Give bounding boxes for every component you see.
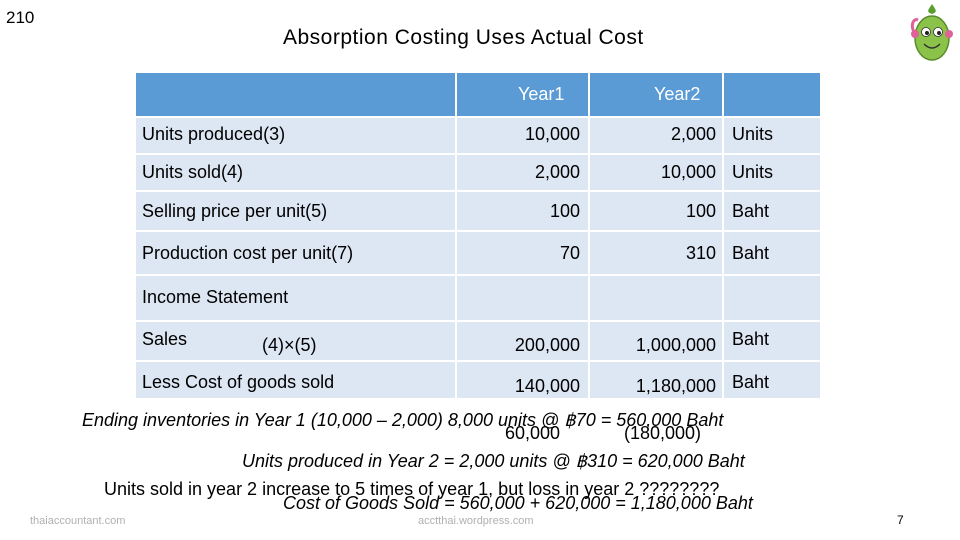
cell-selling-price-y2: 100 — [685, 201, 716, 221]
row-label-selling-price: Selling price per unit(5) — [142, 201, 328, 221]
mascot-icon — [910, 4, 953, 61]
cell-selling-price-y1: 100 — [549, 201, 580, 221]
sales-formula: (4)×(5) — [262, 335, 317, 355]
income-statement-heading: Income Statement — [142, 287, 289, 307]
slide-number-bottom: 7 — [897, 513, 904, 527]
cell-units-sold-y1: 2,000 — [534, 162, 580, 182]
units-produced-y2-note: Units produced in Year 2 = 2,000 units @… — [242, 451, 745, 471]
row-label-units-sold: Units sold(4) — [142, 162, 244, 182]
header-year1: Year1 — [518, 84, 565, 104]
cell-units-produced-unit: Units — [732, 124, 774, 144]
row-band-3 — [136, 192, 820, 230]
slide-title: Absorption Costing Uses Actual Cost — [283, 26, 644, 49]
cell-sales-y2: 1,000,000 — [635, 335, 716, 355]
cell-units-produced-y1: 10,000 — [524, 124, 580, 144]
row-band-4 — [136, 232, 820, 274]
cell-selling-price-unit: Baht — [732, 201, 770, 221]
row-band-7 — [136, 362, 820, 398]
header-divider-3 — [722, 73, 724, 116]
header-divider-1 — [455, 73, 457, 116]
cell-production-cost-y2: 310 — [685, 243, 716, 263]
cell-production-cost-y1: 70 — [559, 243, 580, 263]
header-year2: Year2 — [654, 84, 701, 104]
cell-cogs-y1: 140,000 — [514, 376, 580, 396]
cell-units-sold-y2: 10,000 — [660, 162, 716, 182]
cell-sales-y1: 200,000 — [514, 335, 580, 355]
footer-center: acctthai.wordpress.com — [418, 515, 534, 527]
footer-left: thaiaccountant.com — [30, 515, 126, 527]
cell-cogs-unit: Baht — [732, 372, 770, 392]
cell-units-sold-unit: Units — [732, 162, 774, 182]
row-band-2 — [136, 155, 820, 190]
ending-inventories-note: Ending inventories in Year 1 (10,000 – 2… — [82, 410, 724, 430]
slide-number-top: 210 — [6, 8, 35, 27]
row-label-units-produced: Units produced(3) — [142, 124, 286, 144]
overlay-60000: 60,000 — [505, 423, 561, 443]
header-divider-2 — [588, 73, 590, 116]
cell-sales-unit: Baht — [732, 329, 770, 349]
row-label-production-cost: Production cost per unit(7) — [142, 243, 354, 263]
cell-units-produced-y2: 2,000 — [670, 124, 716, 144]
cell-production-cost-unit: Baht — [732, 243, 770, 263]
overlay-180000: (180,000) — [624, 423, 702, 443]
row-band-6 — [136, 322, 820, 360]
table-header-band — [136, 73, 820, 116]
row-label-sales: Sales — [142, 329, 188, 349]
row-band-5 — [136, 276, 820, 320]
row-band-1 — [136, 118, 820, 153]
cogs-calc-note: Cost of Goods Sold = 560,000 + 620,000 =… — [283, 493, 753, 513]
units-sold-increase-note: Units sold in year 2 increase to 5 times… — [104, 479, 720, 499]
row-label-cogs: Less Cost of goods sold — [142, 372, 335, 392]
cell-cogs-y2: 1,180,000 — [635, 376, 716, 396]
